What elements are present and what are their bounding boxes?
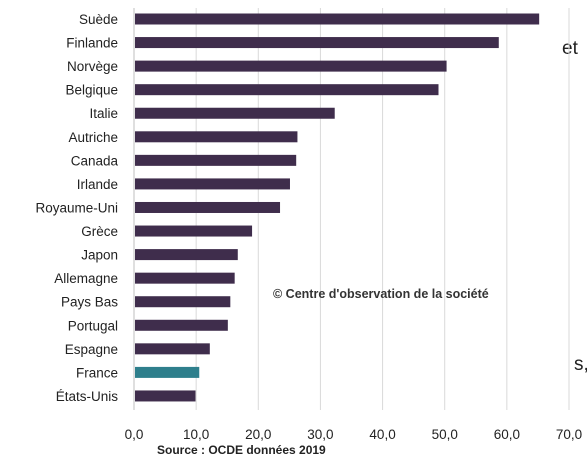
text-fragment-bottom: s, (574, 354, 587, 375)
bar (135, 131, 298, 143)
bar (135, 343, 210, 355)
bar (135, 154, 297, 166)
watermark-text: © Centre d'observation de la société (273, 287, 489, 301)
bar (135, 319, 228, 331)
x-tick-label: 40,0 (369, 427, 395, 442)
bar (135, 60, 447, 72)
x-tick-label: 60,0 (494, 427, 520, 442)
x-tick-label: 20,0 (245, 427, 271, 442)
category-label: France (76, 365, 118, 380)
x-tick-label: 10,0 (183, 427, 209, 442)
x-tick-label: 50,0 (432, 427, 458, 442)
x-tick-labels: 0,0 10,0 20,0 30,0 40,0 50,0 60,0 70,0 (125, 427, 583, 442)
category-label: Espagne (65, 342, 118, 357)
source-caption: Source : OCDE données 2019 (157, 443, 326, 457)
category-label: Japon (81, 248, 118, 263)
x-tick-label: 30,0 (307, 427, 333, 442)
bar (135, 201, 281, 213)
category-label: Portugal (68, 318, 118, 333)
category-label: Royaume-Uni (35, 200, 118, 215)
category-label: Pays Bas (61, 295, 118, 310)
category-label: États-Unis (56, 389, 119, 404)
category-label: Finlande (66, 36, 118, 51)
x-tick-label: 70,0 (556, 427, 582, 442)
category-label: Belgique (65, 83, 118, 98)
bar (135, 107, 335, 119)
bar (135, 249, 238, 261)
category-label: Irlande (77, 177, 118, 192)
category-label: Norvège (67, 59, 118, 74)
bars (135, 13, 540, 402)
bar (135, 13, 540, 25)
category-label: Suède (79, 12, 118, 27)
category-label: Canada (71, 153, 119, 168)
bar (135, 84, 439, 96)
bar (135, 390, 196, 402)
category-label: Autriche (68, 130, 118, 145)
category-labels: Suède Finlande Norvège Belgique Italie Autric… (35, 12, 118, 404)
bar (135, 366, 200, 378)
category-label: Grèce (81, 224, 118, 239)
bar (135, 37, 499, 49)
bar (135, 296, 231, 308)
bar (135, 272, 235, 284)
x-tick-label: 0,0 (125, 427, 144, 442)
text-fragment-top: et (562, 38, 578, 59)
category-label: Allemagne (54, 271, 118, 286)
bar (135, 178, 290, 190)
bar (135, 225, 253, 237)
category-label: Italie (89, 106, 118, 121)
